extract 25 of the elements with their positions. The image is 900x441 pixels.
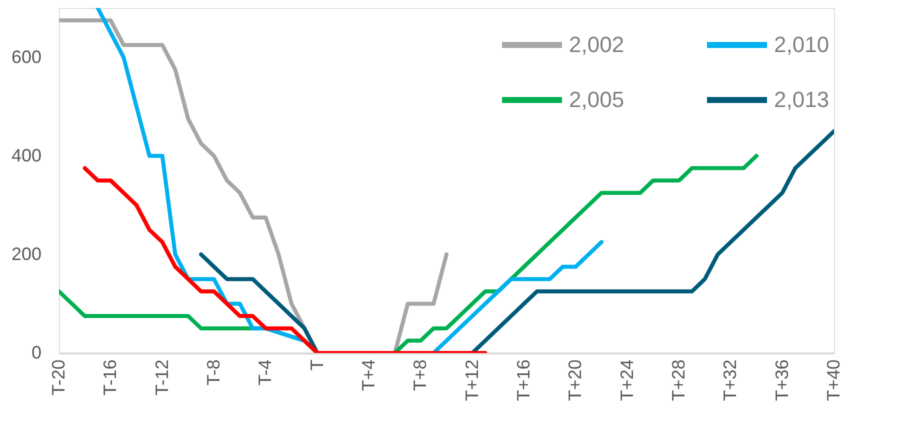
- x-tick-label: T-20: [48, 360, 68, 396]
- line-series: [82, 166, 488, 353]
- x-tick-label: T+8: [410, 360, 430, 392]
- x-tick-label: T+28: [668, 360, 688, 402]
- y-tick-label: 600: [11, 46, 42, 67]
- x-tick-label: T-4: [255, 360, 276, 386]
- y-tick-label: 0: [31, 342, 42, 362]
- x-tick-label: T+36: [772, 360, 792, 402]
- legend-label: 2,002: [569, 32, 624, 57]
- x-tick-label: T-12: [152, 360, 172, 396]
- x-tick-label: T+24: [616, 360, 637, 402]
- x-tick-label: T+40: [824, 360, 844, 402]
- x-tick-label: T-8: [204, 360, 224, 386]
- x-tick-label: T+20: [565, 360, 586, 402]
- x-tick-label: T+12: [462, 360, 482, 402]
- y-tick-label: 200: [11, 244, 42, 264]
- x-tick-label: T+32: [720, 360, 740, 402]
- legend-label: 2,013: [774, 87, 830, 112]
- legend-label: 2,005: [569, 87, 624, 112]
- x-tick-label: T+4: [358, 360, 378, 392]
- y-tick-label: 400: [11, 145, 42, 166]
- x-tick-label: T: [306, 360, 327, 370]
- legend-label: 2,010: [774, 32, 830, 57]
- x-tick-label: T+16: [514, 360, 534, 402]
- x-tick-label: T-16: [100, 360, 120, 396]
